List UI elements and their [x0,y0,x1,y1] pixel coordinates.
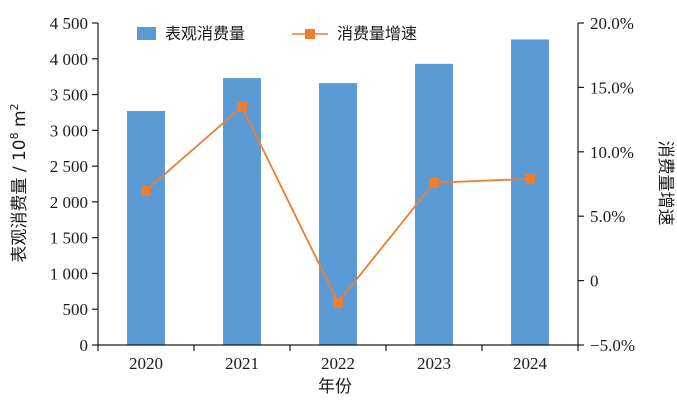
legend-line-label: 消费量增速 [337,24,417,43]
x-tick-label: 2020 [129,354,163,373]
bar [415,63,453,345]
x-tick-label: 2021 [225,354,259,373]
y-tick-label: 3 000 [50,121,88,140]
y-tick-label: 2 500 [50,157,88,176]
y-tick-labels: 0 500 1 000 1 500 2 000 2 500 3 000 3 500 4 000 4… [50,14,98,355]
bar [511,39,549,346]
y-tick-label: 2 000 [50,193,88,212]
y2-tick-label: 0 [590,272,599,291]
x-tick-label: 2023 [417,354,451,373]
legend-bar-swatch [137,27,156,40]
line-series [141,101,535,308]
legend-line-marker [305,29,315,39]
bar-series [127,39,549,346]
growth-point [525,173,535,184]
y2-tick-labels: −5.0% 0 5.0% 10.0% 15.0% 20.0% [578,14,635,355]
y-tick-label: 4 000 [50,50,88,69]
bar [223,78,261,345]
legend-bar-label: 表观消费量 [165,24,245,43]
y-axis-title-main: 表观消费量 / 10 [10,139,30,262]
x-tick-label: 2022 [321,354,355,373]
x-axis-title: 年份 [318,377,352,397]
legend: 表观消费量 消费量增速 [137,24,417,43]
y-tick-label: 500 [63,300,89,319]
y-axis-title-unit-exp: 2 [8,103,21,110]
x-tick-label: 2024 [513,354,548,373]
y-axis-title-exp: 8 [8,132,21,139]
y2-tick-label: 15.0% [590,78,634,97]
y-tick-label: 1 000 [50,264,88,283]
y2-tick-label: 10.0% [590,143,634,162]
y2-axis-title: 消费量增速 [655,141,675,226]
y-tick-label: 4 500 [50,14,88,33]
y2-tick-label: −5.0% [590,336,635,355]
y-axis-title: 表观消费量 / 108 m2 [8,103,30,262]
y-tick-label: 3 500 [50,86,88,105]
x-tick-labels: 2020 2021 2022 2023 2024 [97,345,579,373]
y-tick-label: 0 [80,336,89,355]
growth-point [141,185,151,196]
y-axis-title-unit: m [10,110,30,132]
bar [127,111,165,345]
growth-point [333,297,343,308]
growth-point [237,101,247,112]
y2-tick-label: 5.0% [590,207,625,226]
y-tick-label: 1 500 [50,229,88,248]
growth-point [429,177,439,188]
y2-tick-label: 20.0% [590,14,634,33]
